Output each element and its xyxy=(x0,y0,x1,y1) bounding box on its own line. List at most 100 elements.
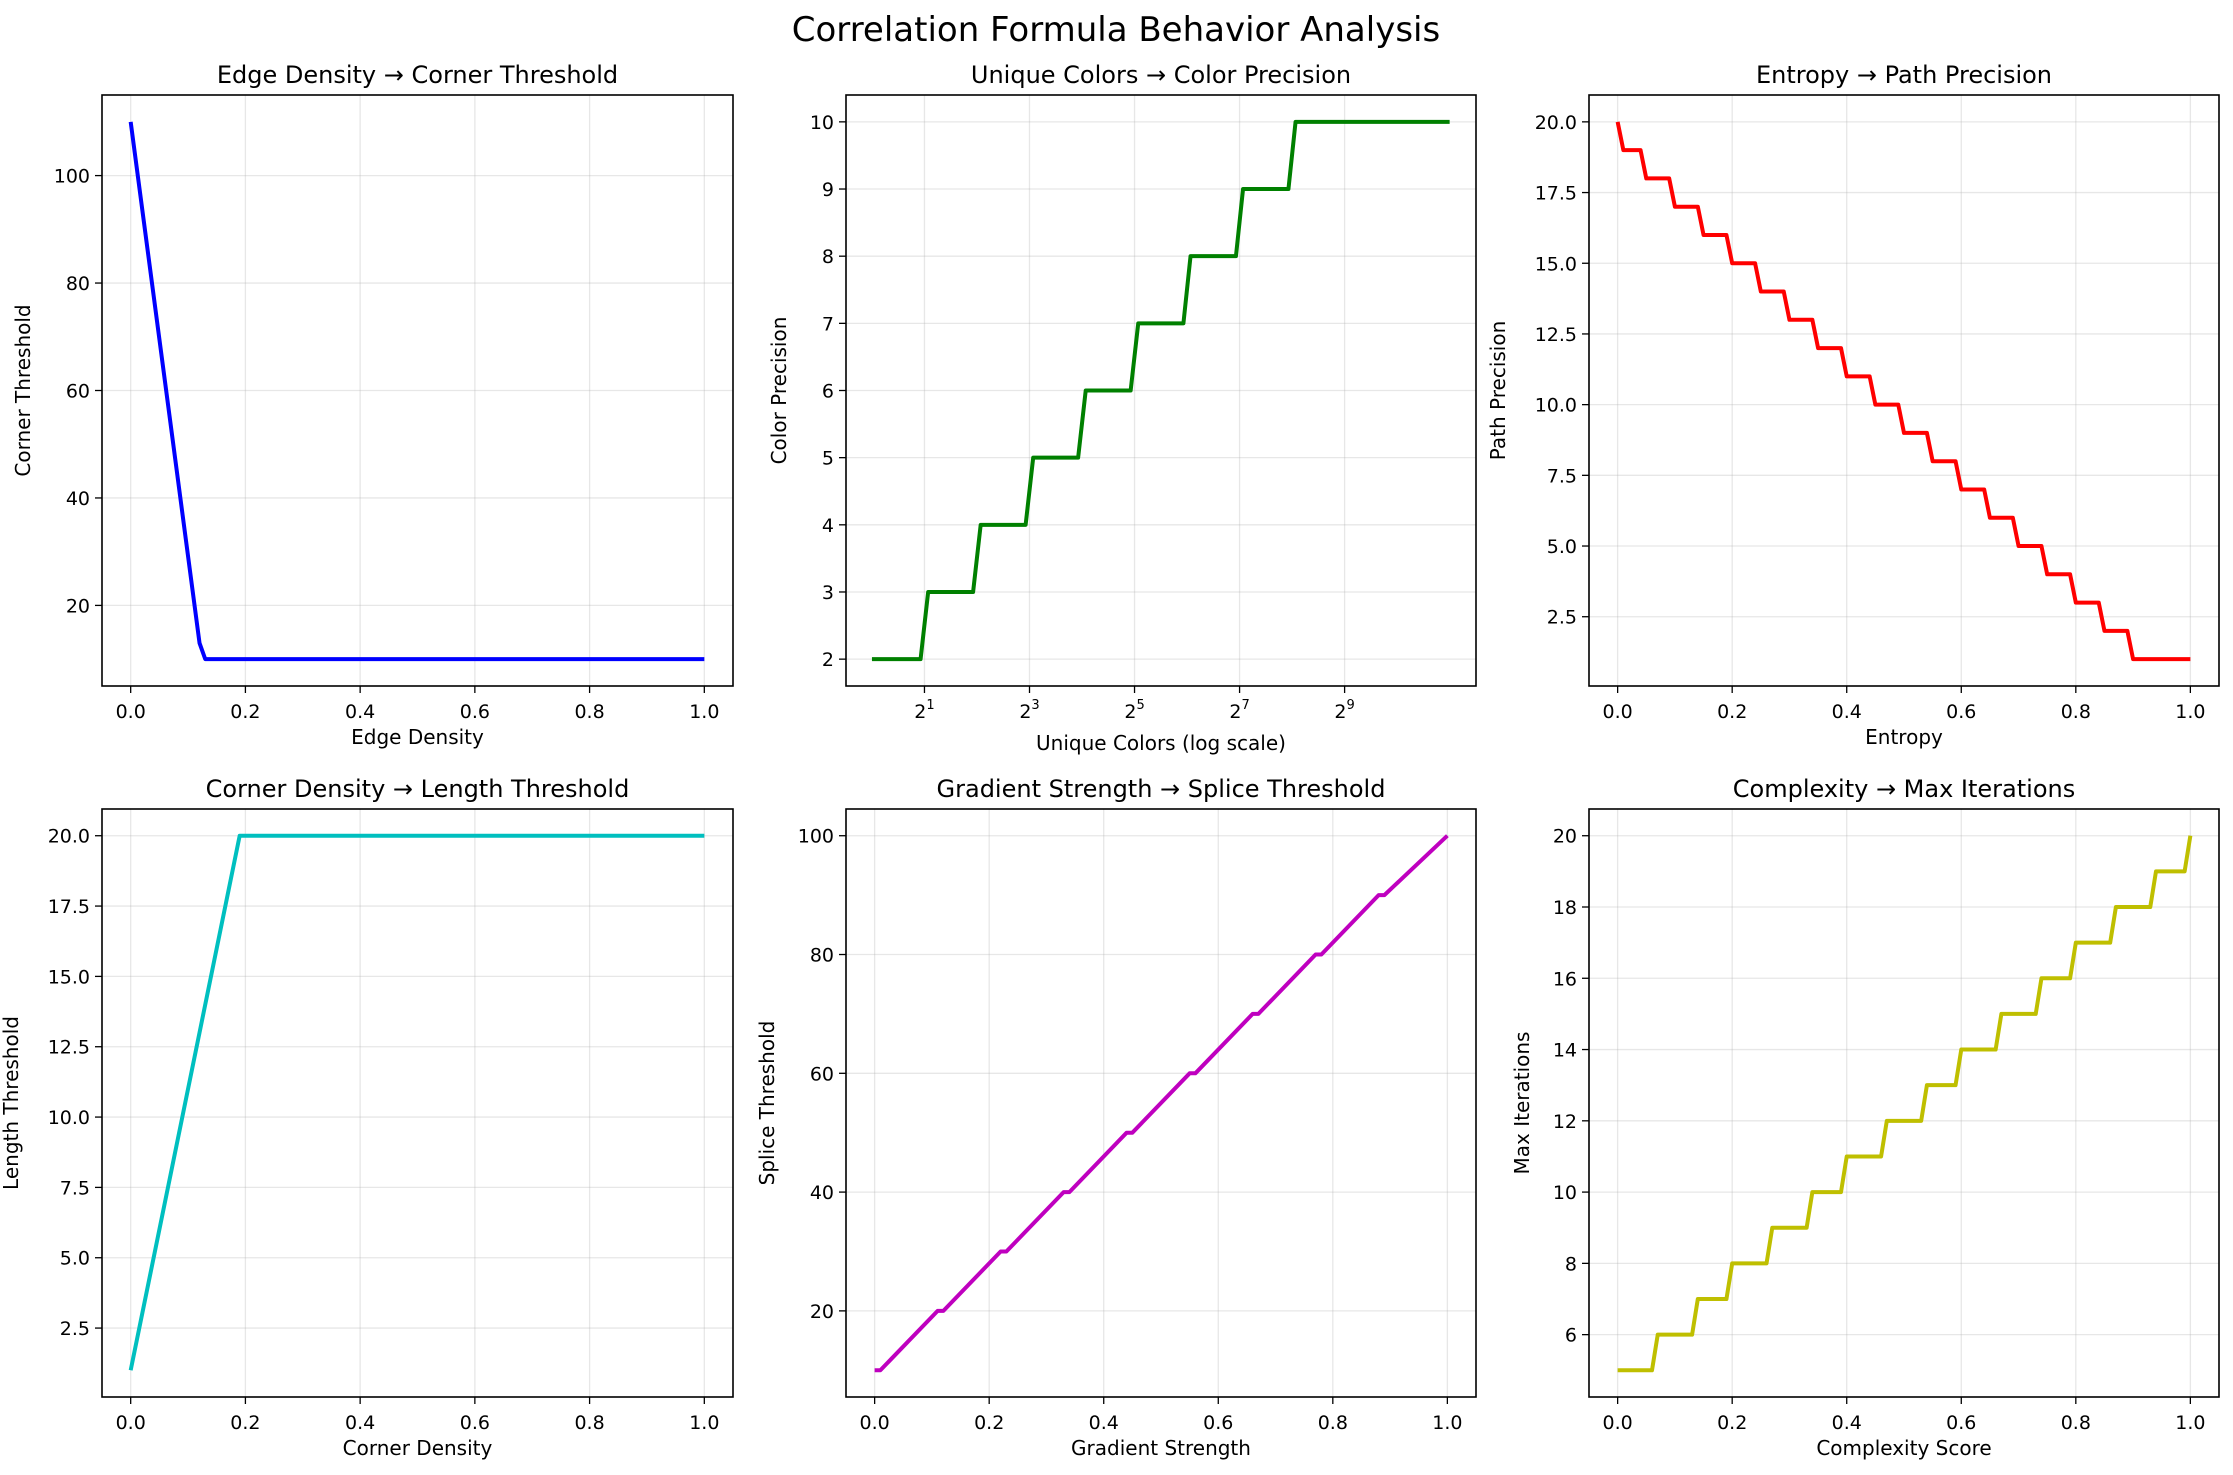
y-tick-label: 10.0 xyxy=(48,1107,90,1129)
x-tick-label: 27 xyxy=(1229,698,1249,723)
x-axis-label: Unique Colors (log scale) xyxy=(1036,731,1286,755)
x-axis-label: Entropy xyxy=(1865,725,1943,749)
series-line xyxy=(128,833,705,1371)
subplot-4: 0.0 0.2 0.4 0.6 0.8 1.0 2.5 5.0 7.5 10.0 12.5 15.0 1… xyxy=(0,775,734,1460)
x-tick-base: 2 xyxy=(1334,701,1346,723)
series-line xyxy=(874,834,1449,1373)
x-tick-label: 0.0 xyxy=(860,1412,890,1434)
x-tick-label: 1.0 xyxy=(689,1412,719,1434)
subplot-title: Gradient Strength → Splice Threshold xyxy=(937,775,1386,803)
x-tick-label: 0.8 xyxy=(2061,701,2091,723)
y-axis-label: Corner Threshold xyxy=(11,304,35,476)
figure-title: Correlation Formula Behavior Analysis xyxy=(792,10,1440,50)
y-axis-label: Splice Threshold xyxy=(755,1021,779,1186)
y-tick-label: 2 xyxy=(822,649,834,671)
x-tick-base: 2 xyxy=(1229,701,1241,723)
y-tick-label: 60 xyxy=(810,1063,834,1085)
x-tick-label: 0.6 xyxy=(1203,1412,1233,1434)
y-tick-label: 100 xyxy=(54,166,90,188)
y-axis-label: Path Precision xyxy=(1486,321,1510,461)
x-tick-label: 21 xyxy=(914,698,934,723)
y-tick-label: 10.0 xyxy=(1535,395,1577,417)
x-axis-label: Edge Density xyxy=(351,725,484,749)
x-tick-label: 0.0 xyxy=(1603,701,1633,723)
y-tick-label: 60 xyxy=(66,381,90,403)
subplot-title: Corner Density → Length Threshold xyxy=(206,775,630,803)
y-tick-label: 2.5 xyxy=(60,1318,90,1340)
y-tick-label: 12 xyxy=(1553,1111,1577,1133)
x-tick-label: 0.0 xyxy=(1603,1412,1633,1434)
y-tick-label: 4 xyxy=(822,515,834,537)
x-tick-label: 0.8 xyxy=(1318,1412,1348,1434)
x-tick-exponent: 9 xyxy=(1347,698,1355,713)
subplot-title: Complexity → Max Iterations xyxy=(1733,775,2075,803)
series-line xyxy=(128,121,705,662)
x-tick-label: 0.0 xyxy=(116,1412,146,1434)
y-tick-label: 5.0 xyxy=(1547,536,1577,558)
x-tick-label: 1.0 xyxy=(689,701,719,723)
x-tick-label: 0.4 xyxy=(345,701,375,723)
y-tick-label: 5 xyxy=(822,448,834,470)
x-tick-base: 2 xyxy=(914,701,926,723)
y-tick-label: 9 xyxy=(822,179,834,201)
y-tick-label: 10 xyxy=(1553,1182,1577,1204)
x-tick-label: 1.0 xyxy=(2175,1412,2205,1434)
x-tick-label: 0.6 xyxy=(1946,1412,1976,1434)
subplot-title: Unique Colors → Color Precision xyxy=(971,61,1351,89)
x-tick-exponent: 7 xyxy=(1241,698,1249,713)
y-tick-label: 100 xyxy=(798,826,834,848)
y-tick-label: 20 xyxy=(66,595,90,617)
axes-frame xyxy=(845,808,1477,1398)
x-tick-exponent: 3 xyxy=(1031,698,1039,713)
y-tick-label: 10 xyxy=(810,112,834,134)
subplot-title: Entropy → Path Precision xyxy=(1756,61,2052,89)
y-tick-label: 14 xyxy=(1553,1040,1577,1062)
x-tick-label: 1.0 xyxy=(2175,701,2205,723)
series-line xyxy=(1617,835,2193,1373)
y-tick-label: 17.5 xyxy=(48,896,90,918)
y-tick-label: 6 xyxy=(1565,1325,1577,1347)
x-tick-exponent: 5 xyxy=(1136,698,1144,713)
x-tick-label: 0.0 xyxy=(116,701,146,723)
y-tick-label: 2.5 xyxy=(1547,607,1577,629)
y-tick-label: 7.5 xyxy=(60,1177,90,1199)
x-tick-label: 0.6 xyxy=(1946,701,1976,723)
y-tick-label: 80 xyxy=(66,273,90,295)
axes-frame xyxy=(1588,94,2220,687)
subplot-5: 0.0 0.2 0.4 0.6 0.8 1.0 20 40 60 80 100 Gradient St… xyxy=(755,775,1477,1460)
y-tick-label: 18 xyxy=(1553,897,1577,919)
y-tick-label: 40 xyxy=(66,488,90,510)
subplot-1: 0.0 0.2 0.4 0.6 0.8 1.0 20 40 60 80 100 Edge Densit… xyxy=(11,61,734,749)
x-tick-label: 0.6 xyxy=(460,701,490,723)
y-tick-label: 5.0 xyxy=(60,1248,90,1270)
x-tick-label: 0.2 xyxy=(230,701,260,723)
x-tick-base: 2 xyxy=(1019,701,1031,723)
y-tick-label: 6 xyxy=(822,381,834,403)
x-tick-label: 25 xyxy=(1124,698,1144,723)
x-tick-label: 0.4 xyxy=(1089,1412,1119,1434)
y-tick-label: 15.0 xyxy=(1535,253,1577,275)
x-tick-label: 1.0 xyxy=(1432,1412,1462,1434)
x-tick-label: 0.2 xyxy=(230,1412,260,1434)
y-tick-label: 20 xyxy=(1553,826,1577,848)
x-tick-label: 0.2 xyxy=(1717,1412,1747,1434)
y-tick-label: 40 xyxy=(810,1182,834,1204)
y-tick-label: 20 xyxy=(810,1301,834,1323)
y-tick-label: 12.5 xyxy=(48,1037,90,1059)
y-tick-label: 8 xyxy=(822,246,834,268)
x-axis-label: Gradient Strength xyxy=(1071,1436,1251,1460)
y-tick-label: 20.0 xyxy=(1535,112,1577,134)
x-tick-label: 23 xyxy=(1019,698,1039,723)
x-axis-label: Complexity Score xyxy=(1816,1436,1991,1460)
subplot-6: 0.0 0.2 0.4 0.6 0.8 1.0 6 8 10 12 14 16 18 20 Complexi… xyxy=(1510,775,2220,1460)
y-tick-label: 15.0 xyxy=(48,966,90,988)
x-tick-label: 0.4 xyxy=(345,1412,375,1434)
y-axis-label: Color Precision xyxy=(767,317,791,465)
x-tick-label: 0.6 xyxy=(460,1412,490,1434)
y-tick-label: 12.5 xyxy=(1535,324,1577,346)
y-tick-label: 20.0 xyxy=(48,826,90,848)
x-tick-base: 2 xyxy=(1124,701,1136,723)
x-tick-label: 0.8 xyxy=(574,701,604,723)
